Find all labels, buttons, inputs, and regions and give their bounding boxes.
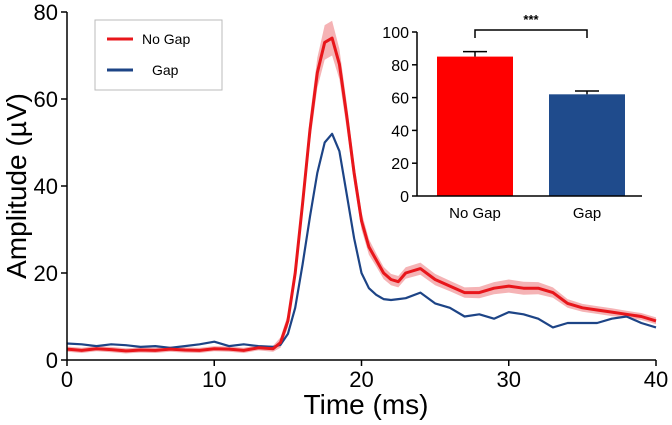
main-series-layer xyxy=(66,36,657,353)
series-line-gap xyxy=(66,132,657,349)
x-axis-title: Time (ms) xyxy=(304,389,429,420)
significance-line xyxy=(474,29,588,38)
inset-bars xyxy=(437,50,625,196)
inset-y-tick-label-2: 40 xyxy=(391,123,409,140)
inset-y-tick-label-0: 0 xyxy=(400,189,409,206)
y-axis-title: Amplitude (µV) xyxy=(1,93,32,279)
inset-y-tick-label-3: 60 xyxy=(391,91,409,108)
inset-bar-chart: 0 20 40 60 80 100 No Gap Gap *** xyxy=(382,12,642,222)
bar-gap xyxy=(549,94,625,196)
y-tick-label-0: 0 xyxy=(46,348,58,373)
y-tick-label-4: 80 xyxy=(34,0,58,25)
inset-category-no-gap: No Gap xyxy=(449,205,501,222)
x-tick-label-2: 20 xyxy=(349,367,373,392)
significance-bracket: *** xyxy=(474,12,588,38)
significance-label: *** xyxy=(523,12,539,27)
bar-no-gap xyxy=(437,56,513,196)
y-tick-label-3: 60 xyxy=(34,87,58,112)
legend-box xyxy=(94,19,223,91)
x-tick-label-0: 0 xyxy=(61,367,73,392)
inset-y-ticks: 0 20 40 60 80 100 xyxy=(382,25,417,206)
x-tick-label-1: 10 xyxy=(202,367,226,392)
inset-y-tick-label-1: 20 xyxy=(391,156,409,173)
legend-label-gap: Gap xyxy=(152,62,179,78)
x-tick-label-3: 30 xyxy=(497,367,521,392)
inset-y-tick-label-4: 80 xyxy=(391,58,409,75)
y-tick-label-1: 20 xyxy=(34,261,58,286)
legend-label-no-gap: No Gap xyxy=(142,31,190,47)
main-x-ticks: 0 10 20 30 40 xyxy=(61,360,668,392)
inset-y-tick-label-5: 100 xyxy=(382,25,409,42)
y-tick-label-2: 40 xyxy=(34,174,58,199)
main-y-ticks: 0 20 40 60 80 xyxy=(34,0,67,373)
inset-category-gap: Gap xyxy=(573,205,601,222)
series-line-no-gap xyxy=(66,36,657,353)
legend: No Gap Gap xyxy=(94,19,223,91)
x-tick-label-4: 40 xyxy=(644,367,668,392)
